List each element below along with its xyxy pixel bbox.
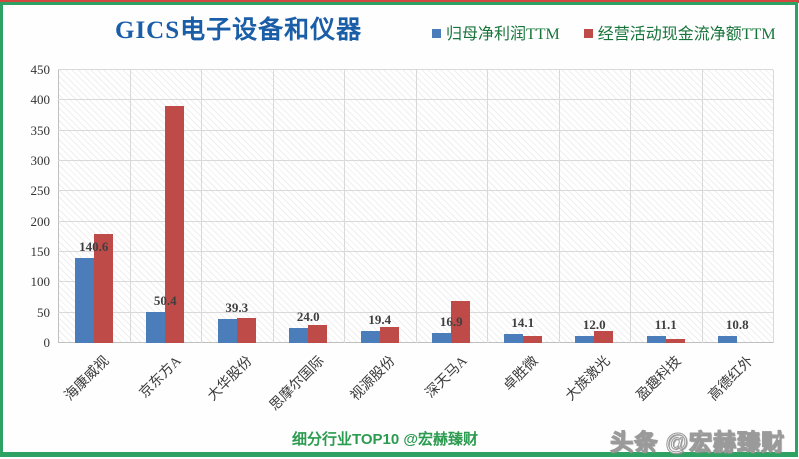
bar-net-profit xyxy=(217,319,237,343)
bar-group: 14.1 xyxy=(487,70,559,343)
gridline-vertical xyxy=(272,70,274,343)
y-axis-tick-label: 150 xyxy=(30,244,51,259)
gridline-vertical xyxy=(630,70,631,343)
bar-net-profit xyxy=(575,335,595,343)
x-axis-label: 盈趣科技 xyxy=(634,353,685,405)
bar-cashflow xyxy=(93,233,113,343)
legend-swatch-icon xyxy=(432,28,441,38)
x-axis-label: 卓胜微 xyxy=(501,353,542,395)
bar-group: 10.8 xyxy=(702,70,774,343)
y-axis-labels: 0 50 100 150 200 250 300 350 400 450 xyxy=(8,62,51,350)
chart-legend: 归母净利润TTM 经营活动现金流净额TTM xyxy=(432,20,776,44)
bar-cashflow xyxy=(522,336,542,343)
y-axis-tick-label: 450 xyxy=(30,62,51,77)
bar-group: 16.9 xyxy=(416,70,488,343)
bar-net-profit xyxy=(74,257,94,343)
bar-data-label: 39.3 xyxy=(225,300,249,316)
bar-data-label: 50.4 xyxy=(153,293,177,309)
bar-cashflow xyxy=(165,105,185,343)
y-axis-tick-label: 250 xyxy=(30,183,51,199)
bar-data-label: 140.6 xyxy=(79,238,109,254)
bar-data-label: 14.1 xyxy=(511,315,535,331)
bar-net-profit xyxy=(646,336,666,343)
top-accent-line xyxy=(0,0,799,3)
gridline-vertical xyxy=(701,70,703,343)
x-axis-label: 京东方A xyxy=(136,353,185,402)
bar-data-label: 12.0 xyxy=(582,316,606,332)
gridline-vertical xyxy=(129,70,131,343)
bar-net-profit xyxy=(503,334,523,343)
bar-cashflow xyxy=(451,300,471,343)
bar-group: 50.4 xyxy=(130,70,202,343)
bar-group: 39.3 xyxy=(201,70,273,343)
legend-item: 归母净利润TTM xyxy=(432,20,560,44)
bar-cashflow xyxy=(308,324,328,343)
bar-cashflow xyxy=(665,338,685,343)
x-axis-label: 大族激光 xyxy=(563,353,614,405)
gridline-vertical xyxy=(415,70,417,343)
chart-title: GICS电子设备和仪器 xyxy=(115,17,363,44)
x-axis-label: 思摩尔国际 xyxy=(267,353,328,414)
gridline-horizontal xyxy=(58,69,773,70)
bar-net-profit xyxy=(432,332,452,343)
y-axis-tick-label: 350 xyxy=(30,122,51,138)
y-axis-tick-label: 200 xyxy=(30,213,51,229)
legend-label: 归母净利润TTM xyxy=(446,26,560,43)
bar-cashflow xyxy=(379,326,399,343)
bar-data-label: 16.9 xyxy=(439,313,463,329)
gridline-vertical xyxy=(558,70,560,343)
bar-cashflow xyxy=(236,317,256,343)
y-axis-tick-label: 300 xyxy=(30,153,51,168)
bar-group: 11.1 xyxy=(630,70,702,343)
x-axis-label: 视源股份 xyxy=(348,353,399,405)
footer-caption: 细分行业TOP10 @宏赫臻财 xyxy=(291,431,479,448)
legend-label: 经营活动现金流净额TTM xyxy=(597,26,776,43)
bar-net-profit xyxy=(360,331,380,343)
bar-data-label: 11.1 xyxy=(654,317,677,333)
x-axis-label: 海康威视 xyxy=(62,353,113,405)
y-axis-tick-label: 100 xyxy=(30,274,51,290)
gridline-vertical xyxy=(487,70,488,343)
bar-net-profit xyxy=(289,328,309,343)
bar-group: 140.6 xyxy=(58,70,130,343)
plot-area: 140.6 50.4 39.3 24.0 19.4 16.9 14.1 12.0 11.1 10.… xyxy=(58,69,774,343)
toutiao-watermark: 头条 @宏赫臻财 xyxy=(610,429,785,456)
gridline-vertical xyxy=(201,70,202,343)
bar-group: 19.4 xyxy=(344,70,416,343)
bar-net-profit xyxy=(146,312,166,343)
legend-swatch-icon xyxy=(583,28,593,38)
x-axis-label: 高德红外 xyxy=(706,353,757,405)
bar-data-label: 19.4 xyxy=(368,312,392,328)
y-axis-tick-label: 400 xyxy=(30,92,51,108)
bar-group: 24.0 xyxy=(273,70,345,343)
legend-item: 经营活动现金流净额TTM xyxy=(583,20,776,44)
bar-net-profit xyxy=(718,336,738,343)
bar-cashflow xyxy=(594,330,614,343)
gridline-vertical xyxy=(773,70,774,343)
y-axis-tick-label: 50 xyxy=(37,304,50,320)
bar-group: 12.0 xyxy=(559,70,631,343)
bar-data-label: 24.0 xyxy=(296,309,320,325)
y-axis-tick-label: 0 xyxy=(43,335,51,350)
x-axis-label: 深天马A xyxy=(422,353,471,402)
x-axis-label: 大华股份 xyxy=(205,353,256,405)
y-axis-line xyxy=(58,70,59,343)
gridline-vertical xyxy=(344,70,345,343)
bar-data-label: 10.8 xyxy=(725,317,749,333)
